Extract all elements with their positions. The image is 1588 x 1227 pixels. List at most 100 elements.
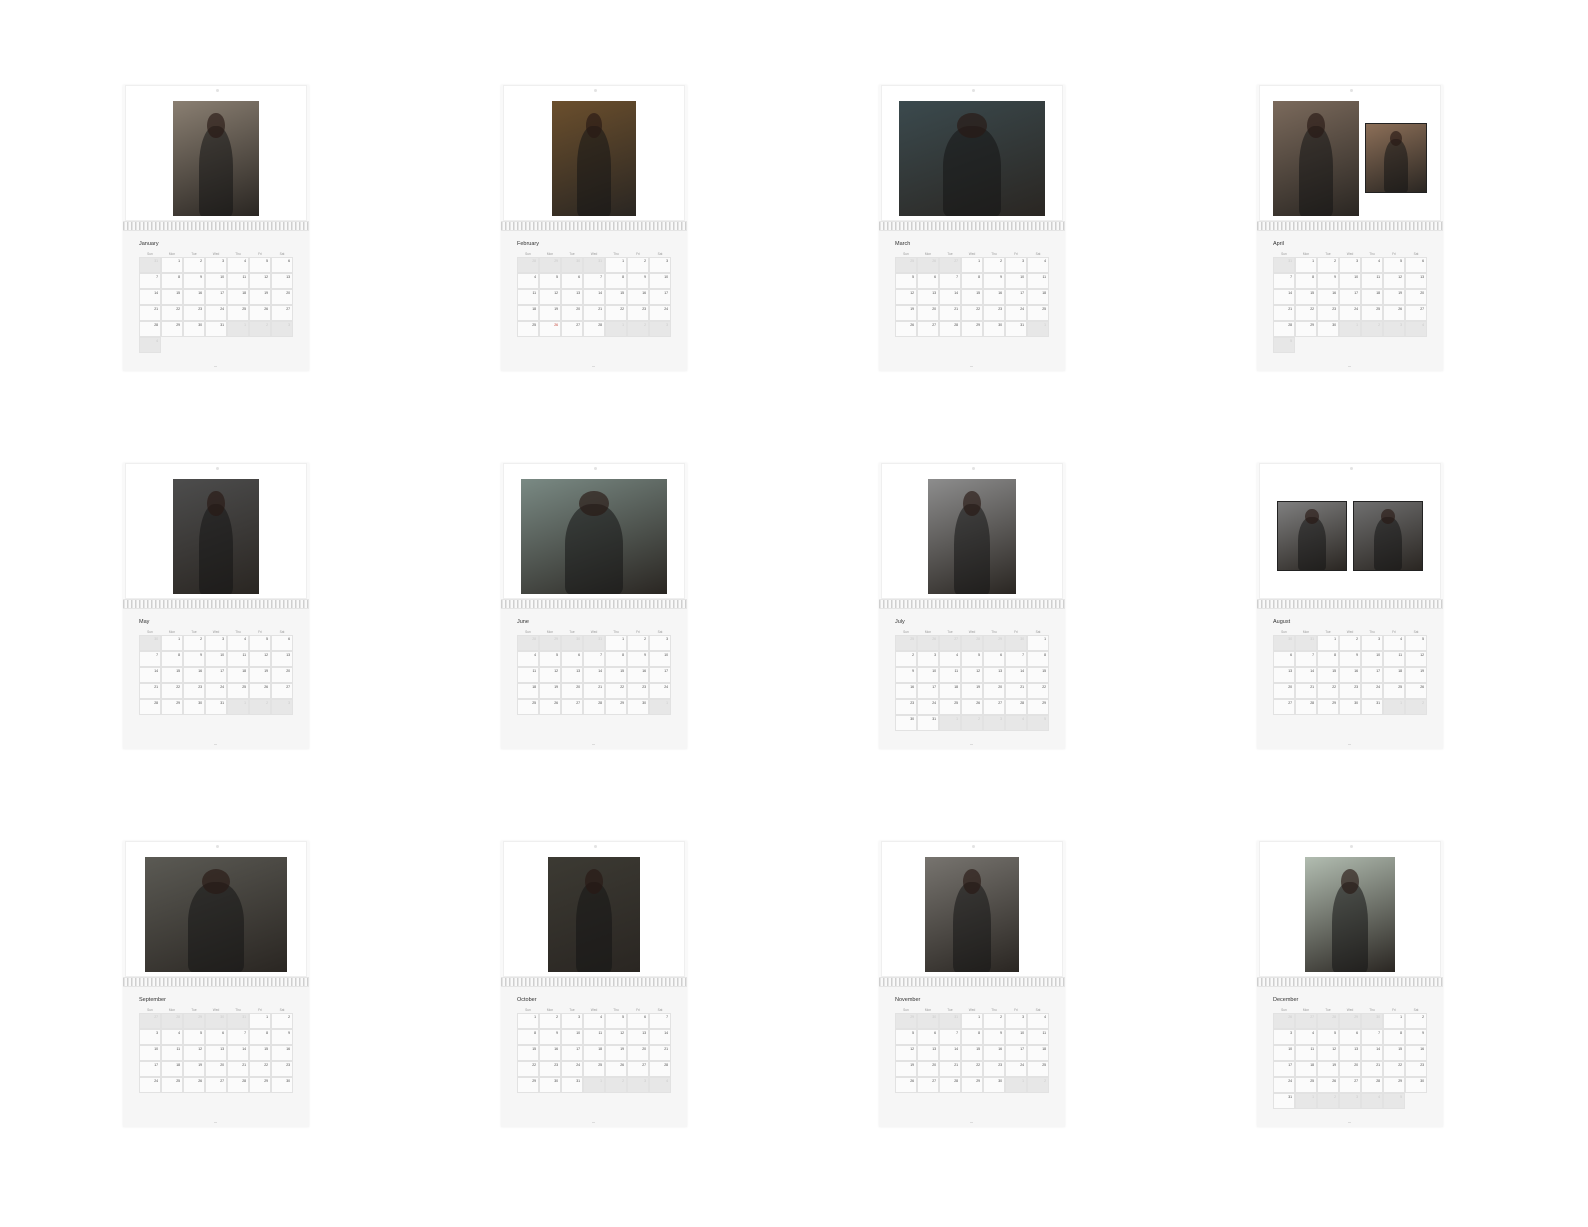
day-cell: 25 (939, 699, 961, 715)
spiral-binding (123, 977, 309, 987)
day-cell: 31 (1361, 699, 1383, 715)
weekday-header: Sun Mon Tue Wed Thu Fri Sat (517, 630, 671, 634)
weekday-label: Thu (991, 1008, 997, 1012)
person-head (579, 490, 609, 516)
weekday-label: Sat (1035, 252, 1041, 256)
day-cell: 20 (983, 683, 1005, 699)
day-cell: 30 (1405, 1077, 1427, 1093)
calendar-november[interactable]: November Sun Mon Tue Wed Thu Fri Sat 29 30 31 1 2 3 4 5… (879, 841, 1065, 1127)
day-cell: 6 (271, 257, 293, 273)
calendar-july[interactable]: July Sun Mon Tue Wed Thu Fri Sat 25 26 27 28 29 30 1 2 3… (879, 463, 1065, 749)
calendar-august[interactable]: August Sun Mon Tue Wed Thu Fri Sat 30 31 1 2 3 4 5 6 7 8 9… (1257, 463, 1443, 749)
day-cell: 20 (917, 305, 939, 321)
day-cell: 5 (1317, 1029, 1339, 1045)
day-cell: 4 (227, 257, 249, 273)
weekday-header: Sun Mon Tue Wed Thu Fri Sat (139, 252, 293, 256)
photo-page (881, 841, 1063, 977)
page-marker (970, 743, 973, 745)
photo-area (173, 101, 259, 216)
weekday-label: Fri (636, 252, 640, 256)
day-cell: 27 (917, 1077, 939, 1093)
spiral-binding (1257, 977, 1443, 987)
calendar-february[interactable]: February Sun Mon Tue Wed Thu Fri Sat 28 29 30 31 1 2 3… (501, 85, 687, 371)
day-cell: 4 (161, 1029, 183, 1045)
calendar-january[interactable]: January Sun Mon Tue Wed Thu Fri Sat 31 1 2 3 4 5 6 7 8 9 1… (123, 85, 309, 371)
day-cell: 20 (205, 1061, 227, 1077)
day-cell: 30 (271, 1077, 293, 1093)
day-cell-outside: 29 (183, 1013, 205, 1029)
portrait-photo (521, 479, 667, 594)
day-cell: 9 (1405, 1029, 1427, 1045)
day-grid: 28 29 30 31 1 2 3 4 5 6 7 8 9 10 11 12 13 14 15 16 17 18 19 20 2… (517, 635, 671, 715)
weekday-header: Sun Mon Tue Wed Thu Fri Sat (1273, 1008, 1427, 1012)
day-cell: 24 (1005, 305, 1027, 321)
day-cell: 17 (1273, 1061, 1295, 1077)
calendar-october[interactable]: October Sun Mon Tue Wed Thu Fri Sat 1 2 3 4 5 6 7 8 9 10 1… (501, 841, 687, 1127)
day-cell: 21 (139, 305, 161, 321)
day-cell-outside: 3 (271, 321, 293, 337)
day-cell: 1 (517, 1013, 539, 1029)
day-cell: 12 (1317, 1045, 1339, 1061)
calendar-september[interactable]: September Sun Mon Tue Wed Thu Fri Sat 27 28 29 30 31… (123, 841, 309, 1127)
day-cell: 31 (1005, 321, 1027, 337)
weekday-label: Fri (636, 630, 640, 634)
calendar-april[interactable]: April Sun Mon Tue Wed Thu Fri Sat 31 1 2 3 4 5 6 7 8 9 10 1… (1257, 85, 1443, 371)
day-cell-outside: 1 (605, 321, 627, 337)
day-cell: 30 (983, 321, 1005, 337)
day-cell: 25 (517, 699, 539, 715)
day-cell: 1 (1317, 635, 1339, 651)
spiral-binding (879, 599, 1065, 609)
day-cell: 13 (271, 273, 293, 289)
day-cell: 23 (1405, 1061, 1427, 1077)
day-grid: 28 29 30 31 1 2 3 4 5 6 7 8 9 10 11 12 13 14 15 16 17 18 19 20 2… (517, 257, 671, 337)
day-cell: 22 (605, 305, 627, 321)
day-cell: 15 (1383, 1045, 1405, 1061)
day-cell: 6 (627, 1013, 649, 1029)
calendar-may[interactable]: May Sun Mon Tue Wed Thu Fri Sat 30 1 2 3 4 5 6 7 8 9 10 11 1… (123, 463, 309, 749)
photo-area (1273, 101, 1427, 216)
day-cell-outside: 31 (139, 257, 161, 273)
day-cell: 11 (1295, 1045, 1317, 1061)
day-cell: 27 (205, 1077, 227, 1093)
day-cell: 8 (1317, 651, 1339, 667)
weekday-label: Sat (657, 1008, 663, 1012)
person-head (962, 868, 982, 894)
weekday-label: Sun (147, 630, 153, 634)
day-cell: 7 (939, 1029, 961, 1045)
weekday-label: Wed (968, 252, 976, 256)
day-grid: 31 1 2 3 4 5 6 7 8 9 10 11 12 13 14 15 16 17 18 19 20 21 22 23 2… (139, 257, 293, 353)
day-cell: 13 (917, 289, 939, 305)
day-cell: 23 (1317, 305, 1339, 321)
day-cell: 18 (517, 305, 539, 321)
calendar-december[interactable]: December Sun Mon Tue Wed Thu Fri Sat 26 27 28 29 30 1… (1257, 841, 1443, 1127)
weekday-label: Thu (991, 252, 997, 256)
day-cell: 18 (161, 1061, 183, 1077)
day-cell: 3 (1005, 257, 1027, 273)
day-cell-outside: 31 (1273, 257, 1295, 273)
day-cell: 5 (539, 651, 561, 667)
calendar-june[interactable]: June Sun Mon Tue Wed Thu Fri Sat 28 29 30 31 1 2 3 4 5 6 7… (501, 463, 687, 749)
day-cell: 3 (561, 1013, 583, 1029)
day-cell: 9 (183, 651, 205, 667)
day-cell: 9 (627, 273, 649, 289)
day-cell: 30 (183, 321, 205, 337)
day-cell: 26 (895, 1077, 917, 1093)
day-cell: 17 (649, 289, 671, 305)
day-cell: 13 (1273, 667, 1295, 683)
weekday-label: Thu (1369, 630, 1375, 634)
calendar-march[interactable]: March Sun Mon Tue Wed Thu Fri Sat 25 26 27 1 2 3 4 5 6 7 8… (879, 85, 1065, 371)
day-cell: 19 (1317, 1061, 1339, 1077)
day-cell-outside: 1 (583, 1077, 605, 1093)
photo-page (1259, 841, 1441, 977)
photo-area (521, 479, 667, 594)
day-cell: 3 (649, 257, 671, 273)
day-cell: 3 (139, 1029, 161, 1045)
page-marker (214, 743, 217, 745)
day-cell: 2 (627, 257, 649, 273)
portrait-photo (925, 857, 1019, 972)
day-cell: 15 (605, 667, 627, 683)
day-cell: 6 (917, 1029, 939, 1045)
weekday-label: Tue (569, 252, 575, 256)
day-grid: 1 2 3 4 5 6 7 8 9 10 11 12 13 14 15 16 17 18 19 20 21 22 23 24 2… (517, 1013, 671, 1093)
day-cell: 2 (1405, 1013, 1427, 1029)
